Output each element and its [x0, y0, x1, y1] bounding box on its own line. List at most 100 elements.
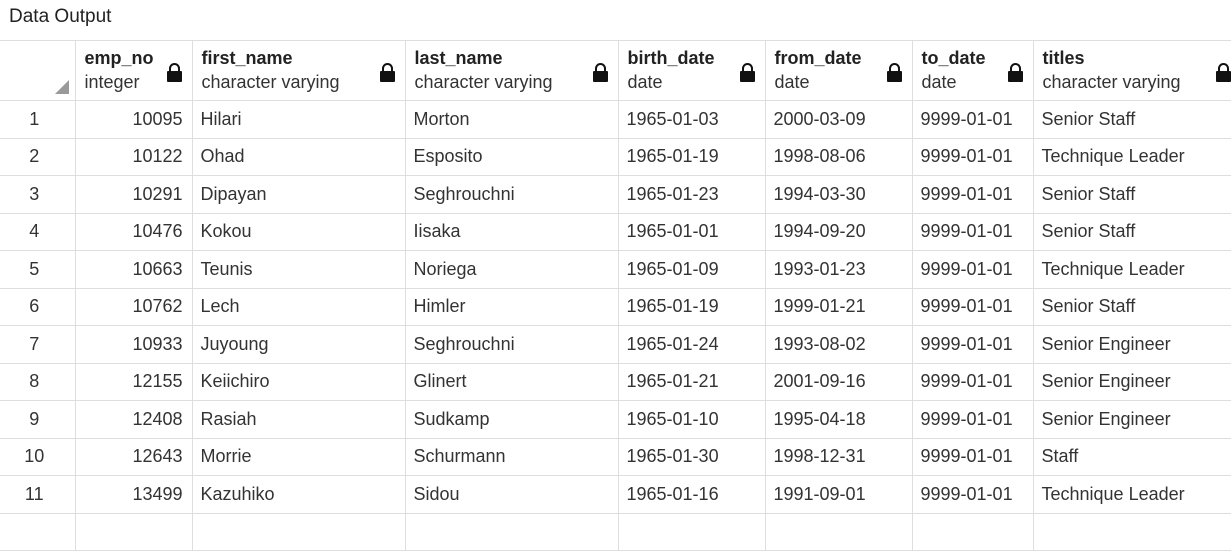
cell-titles[interactable]: Senior Engineer — [1033, 325, 1231, 364]
cell-last-name[interactable]: Seghrouchni — [405, 325, 619, 364]
cell-from-date[interactable]: 2001-09-16 — [765, 363, 913, 401]
table-row[interactable]: 1 10095 Hilari Morton 1965-01-03 2000-03-09 99… — [0, 100, 1231, 139]
cell-emp-no[interactable]: 10095 — [75, 100, 193, 139]
cell-last-name[interactable]: Sudkamp — [405, 400, 619, 439]
row-number[interactable]: 1 — [0, 100, 76, 139]
cell-birth-date[interactable]: 1965-01-09 — [618, 250, 766, 289]
row-number[interactable]: 9 — [0, 400, 76, 439]
cell-first-name[interactable]: Kokou — [192, 213, 406, 251]
cell-to-date[interactable]: 9999-01-01 — [912, 175, 1034, 214]
cell-from-date[interactable]: 1998-08-06 — [765, 138, 913, 176]
cell-from-date[interactable]: 2000-03-09 — [765, 100, 913, 139]
cell-titles[interactable]: Senior Staff — [1033, 213, 1231, 251]
table-row[interactable]: 8 12155 Keiichiro Glinert 1965-01-21 2001-09-… — [0, 363, 1231, 401]
cell-from-date[interactable]: 1993-01-23 — [765, 250, 913, 289]
cell-first-name[interactable]: Dipayan — [192, 175, 406, 214]
cell-emp-no[interactable]: 10291 — [75, 175, 193, 214]
cell-emp-no[interactable]: 10476 — [75, 213, 193, 251]
row-number[interactable]: 10 — [0, 438, 76, 476]
cell-last-name[interactable]: Esposito — [405, 138, 619, 176]
cell-emp-no[interactable]: 12155 — [75, 363, 193, 401]
cell-emp-no[interactable]: 10933 — [75, 325, 193, 364]
cell-titles[interactable]: Technique Leader — [1033, 475, 1231, 514]
cell-birth-date[interactable]: 1965-01-01 — [618, 213, 766, 251]
cell-emp-no[interactable]: 13499 — [75, 475, 193, 514]
cell-titles[interactable]: Senior Staff — [1033, 288, 1231, 326]
table-row[interactable]: 11 13499 Kazuhiko Sidou 1965-01-16 1991-09-01… — [0, 475, 1231, 514]
select-all-corner[interactable] — [0, 41, 76, 101]
cell-to-date[interactable]: 9999-01-01 — [912, 325, 1034, 364]
cell-birth-date[interactable]: 1965-01-21 — [618, 363, 766, 401]
cell-from-date[interactable]: 1998-12-31 — [765, 438, 913, 476]
cell-last-name[interactable]: Himler — [405, 288, 619, 326]
cell-last-name[interactable]: Morton — [405, 100, 619, 139]
cell-emp-no[interactable]: 12408 — [75, 400, 193, 439]
row-number[interactable]: 8 — [0, 363, 76, 401]
cell-emp-no[interactable]: 10122 — [75, 138, 193, 176]
cell-emp-no[interactable]: 12643 — [75, 438, 193, 476]
cell-to-date[interactable]: 9999-01-01 — [912, 100, 1034, 139]
cell-from-date[interactable]: 1994-09-20 — [765, 213, 913, 251]
cell-to-date[interactable]: 9999-01-01 — [912, 475, 1034, 514]
cell-first-name[interactable]: Morrie — [192, 438, 406, 476]
cell-first-name[interactable]: Hilari — [192, 100, 406, 139]
data-output-tab[interactable]: Data Output — [9, 6, 112, 27]
table-row[interactable]: 2 10122 Ohad Esposito 1965-01-19 1998-08-06 99… — [0, 138, 1231, 176]
table-row[interactable]: 6 10762 Lech Himler 1965-01-19 1999-01-21 9999… — [0, 288, 1231, 326]
row-number[interactable]: 7 — [0, 325, 76, 364]
column-header[interactable]: first_name character varying — [192, 41, 406, 101]
column-header[interactable]: from_date date — [765, 41, 913, 101]
table-row[interactable]: 9 12408 Rasiah Sudkamp 1965-01-10 1995-04-18 9… — [0, 400, 1231, 439]
table-row[interactable]: 7 10933 Juyoung Seghrouchni 1965-01-24 1993-0… — [0, 325, 1231, 364]
cell-first-name[interactable]: Ohad — [192, 138, 406, 176]
cell-to-date[interactable]: 9999-01-01 — [912, 250, 1034, 289]
cell-titles[interactable]: Technique Leader — [1033, 138, 1231, 176]
cell-last-name[interactable]: Schurmann — [405, 438, 619, 476]
cell-birth-date[interactable]: 1965-01-10 — [618, 400, 766, 439]
cell-last-name[interactable]: Sidou — [405, 475, 619, 514]
cell-birth-date[interactable]: 1965-01-19 — [618, 288, 766, 326]
cell-first-name[interactable]: Kazuhiko — [192, 475, 406, 514]
cell-from-date[interactable]: 1999-01-21 — [765, 288, 913, 326]
cell-last-name[interactable]: Iisaka — [405, 213, 619, 251]
cell-birth-date[interactable]: 1965-01-19 — [618, 138, 766, 176]
cell-to-date[interactable]: 9999-01-01 — [912, 288, 1034, 326]
cell-last-name[interactable]: Glinert — [405, 363, 619, 401]
cell-from-date[interactable]: 1994-03-30 — [765, 175, 913, 214]
cell-to-date[interactable]: 9999-01-01 — [912, 438, 1034, 476]
cell-first-name[interactable]: Rasiah — [192, 400, 406, 439]
cell-titles[interactable]: Senior Staff — [1033, 100, 1231, 139]
cell-from-date[interactable]: 1991-09-01 — [765, 475, 913, 514]
cell-to-date[interactable]: 9999-01-01 — [912, 363, 1034, 401]
table-row[interactable]: 10 12643 Morrie Schurmann 1965-01-30 1998-12-… — [0, 438, 1231, 476]
row-number[interactable]: 11 — [0, 475, 76, 514]
cell-to-date[interactable]: 9999-01-01 — [912, 213, 1034, 251]
cell-birth-date[interactable]: 1965-01-30 — [618, 438, 766, 476]
cell-birth-date[interactable]: 1965-01-24 — [618, 325, 766, 364]
column-header[interactable]: birth_date date — [618, 41, 766, 101]
row-number[interactable]: 5 — [0, 250, 76, 289]
cell-first-name[interactable]: Keiichiro — [192, 363, 406, 401]
cell-titles[interactable]: Senior Staff — [1033, 175, 1231, 214]
cell-birth-date[interactable]: 1965-01-03 — [618, 100, 766, 139]
cell-titles[interactable]: Senior Engineer — [1033, 363, 1231, 401]
cell-first-name[interactable]: Teunis — [192, 250, 406, 289]
cell-birth-date[interactable]: 1965-01-16 — [618, 475, 766, 514]
cell-titles[interactable]: Staff — [1033, 438, 1231, 476]
row-number[interactable]: 2 — [0, 138, 76, 176]
column-header[interactable]: to_date date — [912, 41, 1034, 101]
column-header[interactable]: emp_no integer — [75, 41, 193, 101]
cell-first-name[interactable]: Lech — [192, 288, 406, 326]
row-number[interactable]: 4 — [0, 213, 76, 251]
table-row[interactable]: 4 10476 Kokou Iisaka 1965-01-01 1994-09-20 999… — [0, 213, 1231, 251]
cell-titles[interactable]: Technique Leader — [1033, 250, 1231, 289]
cell-last-name[interactable]: Seghrouchni — [405, 175, 619, 214]
cell-emp-no[interactable]: 10762 — [75, 288, 193, 326]
row-number[interactable]: 6 — [0, 288, 76, 326]
row-number[interactable]: 3 — [0, 175, 76, 214]
cell-last-name[interactable]: Noriega — [405, 250, 619, 289]
column-header[interactable]: titles character varying — [1033, 41, 1231, 101]
cell-to-date[interactable]: 9999-01-01 — [912, 138, 1034, 176]
table-row[interactable]: 3 10291 Dipayan Seghrouchni 1965-01-23 1994-0… — [0, 175, 1231, 214]
cell-from-date[interactable]: 1995-04-18 — [765, 400, 913, 439]
